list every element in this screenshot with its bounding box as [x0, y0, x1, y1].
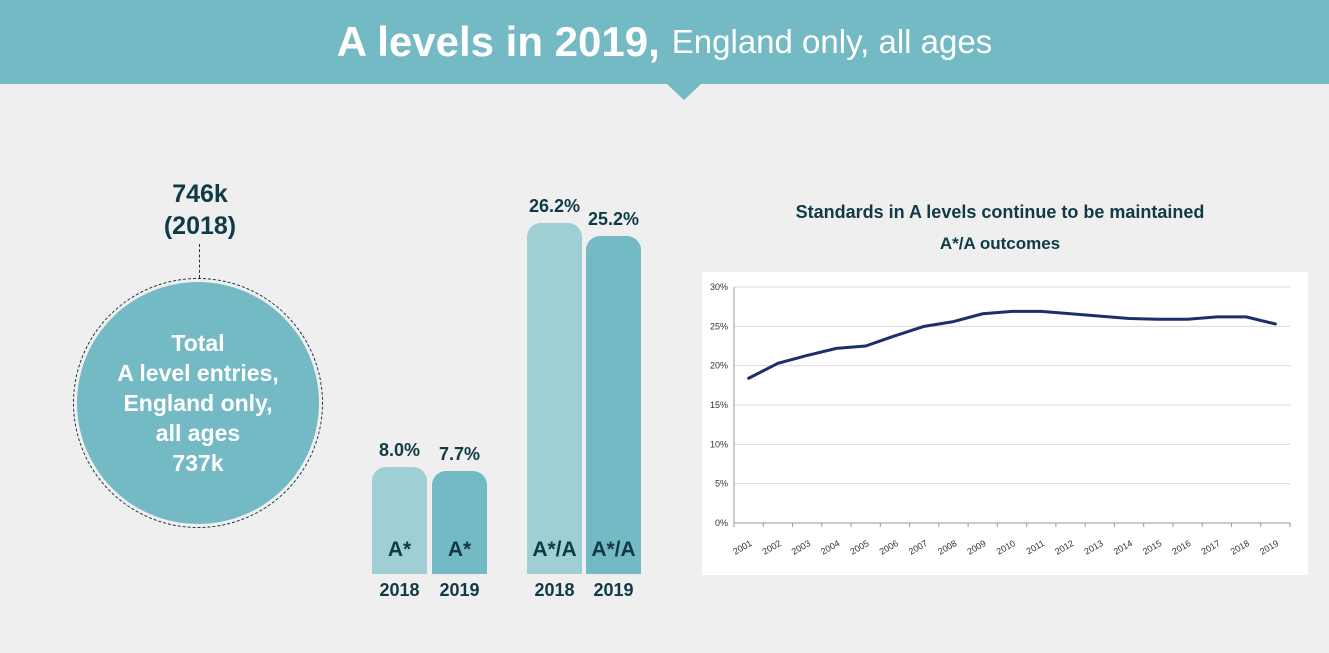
grade-bar-3: A*/A — [586, 236, 641, 574]
line-chart-panel: 0% 5% 10% 15% 20% 25% 30% 2001 2002 2003 2004 2005 2… — [702, 272, 1308, 575]
x-tick-label: 2004 — [819, 538, 841, 557]
grade-bar-year: 2018 — [379, 580, 420, 600]
data-point — [1011, 310, 1013, 313]
x-tick-label: 2007 — [907, 538, 929, 557]
y-tick-label: 10% — [710, 439, 728, 449]
previous-total: 746k (2018) — [120, 178, 280, 242]
line-chart: 0% 5% 10% 15% 20% 25% 30% 2001 2002 2003 2004 2005 2… — [710, 282, 1291, 557]
total-line-3: England only, — [123, 390, 273, 416]
x-tick-label: 2018 — [1229, 538, 1251, 557]
page-title: A levels in 2019, — [336, 18, 660, 65]
dashed-connector — [199, 244, 200, 278]
page-subtitle: England only, all ages — [671, 23, 993, 60]
header-banner: A levels in 2019, England only, all ages — [0, 0, 1329, 84]
x-tick-label: 2005 — [848, 538, 870, 557]
x-tick-label: 2017 — [1199, 538, 1221, 557]
grade-bar-label: A*/A — [532, 537, 577, 561]
x-tick-label: 2002 — [761, 538, 783, 557]
grade-bar-label: A* — [387, 537, 412, 561]
total-value: 737k — [172, 450, 224, 476]
data-point — [981, 312, 984, 315]
grade-bar-2: A*/A — [527, 222, 582, 574]
total-line-1: Total — [171, 330, 225, 356]
y-tick-label: 5% — [715, 479, 728, 489]
grade-bar-value: 7.7% — [438, 443, 481, 464]
data-point — [1128, 317, 1130, 320]
grade-bar-1: A* — [432, 470, 487, 574]
data-point — [864, 345, 867, 347]
y-tick-label: 25% — [710, 321, 728, 331]
x-tick-label: 2013 — [1082, 538, 1104, 557]
grade-bar-label: A* — [447, 537, 472, 561]
x-tick-label: 2006 — [878, 538, 900, 557]
grade-bar-year: 2019 — [593, 580, 634, 600]
y-tick-label: 15% — [710, 400, 728, 410]
x-tick-label: 2019 — [1258, 538, 1280, 557]
grade-bar-year: 2018 — [534, 580, 575, 600]
data-point — [1216, 316, 1218, 318]
y-tick-label: 0% — [715, 518, 728, 528]
series-line — [747, 309, 1277, 380]
chart-title: Standards in A levels continue to be mai… — [795, 202, 1205, 222]
y-tick-label: 30% — [710, 282, 728, 292]
data-point — [1186, 318, 1189, 321]
data-point — [835, 347, 838, 350]
data-point — [1040, 310, 1043, 313]
header-pointer — [667, 84, 701, 100]
x-tick-label: 2001 — [731, 538, 753, 557]
total-line-2: A level entries, — [117, 360, 279, 386]
y-tick-label: 20% — [710, 361, 728, 371]
data-point — [747, 377, 750, 380]
data-point — [923, 325, 926, 328]
grade-bar-value: 26.2% — [528, 195, 581, 216]
x-tick-label: 2016 — [1170, 538, 1192, 557]
x-tick-label: 2011 — [1024, 538, 1046, 556]
x-tick-label: 2009 — [965, 538, 987, 557]
grade-bar-year: 2019 — [439, 580, 480, 600]
data-point — [1069, 312, 1072, 315]
x-tick-label: 2015 — [1141, 538, 1163, 557]
data-point — [1098, 315, 1101, 317]
grade-bar-value: 25.2% — [587, 209, 640, 230]
x-tick-label: 2012 — [1053, 538, 1075, 557]
x-tick-label: 2014 — [1112, 538, 1134, 557]
data-point — [894, 334, 896, 337]
previous-total-value: 746k — [172, 180, 228, 208]
previous-total-ring — [73, 278, 323, 528]
data-point — [952, 320, 955, 323]
total-entries-circle: Total A level entries, England only, all… — [77, 282, 319, 524]
x-tick-label: 2008 — [936, 538, 958, 557]
chart-subtitle: A*/A outcomes — [939, 234, 1061, 253]
data-point — [1157, 318, 1160, 321]
grade-bar-value: 8.0% — [378, 439, 421, 460]
x-tick-label: 2010 — [995, 538, 1017, 557]
data-point — [806, 354, 808, 357]
grade-bar-0: A* — [372, 466, 427, 574]
data-point — [1274, 323, 1277, 325]
data-point — [1245, 316, 1247, 318]
data-point — [777, 362, 779, 365]
total-line-4: all ages — [155, 420, 241, 446]
x-tick-label: 2003 — [790, 538, 812, 557]
grade-bar-label: A*/A — [591, 537, 636, 561]
previous-total-year: (2018) — [163, 212, 237, 240]
